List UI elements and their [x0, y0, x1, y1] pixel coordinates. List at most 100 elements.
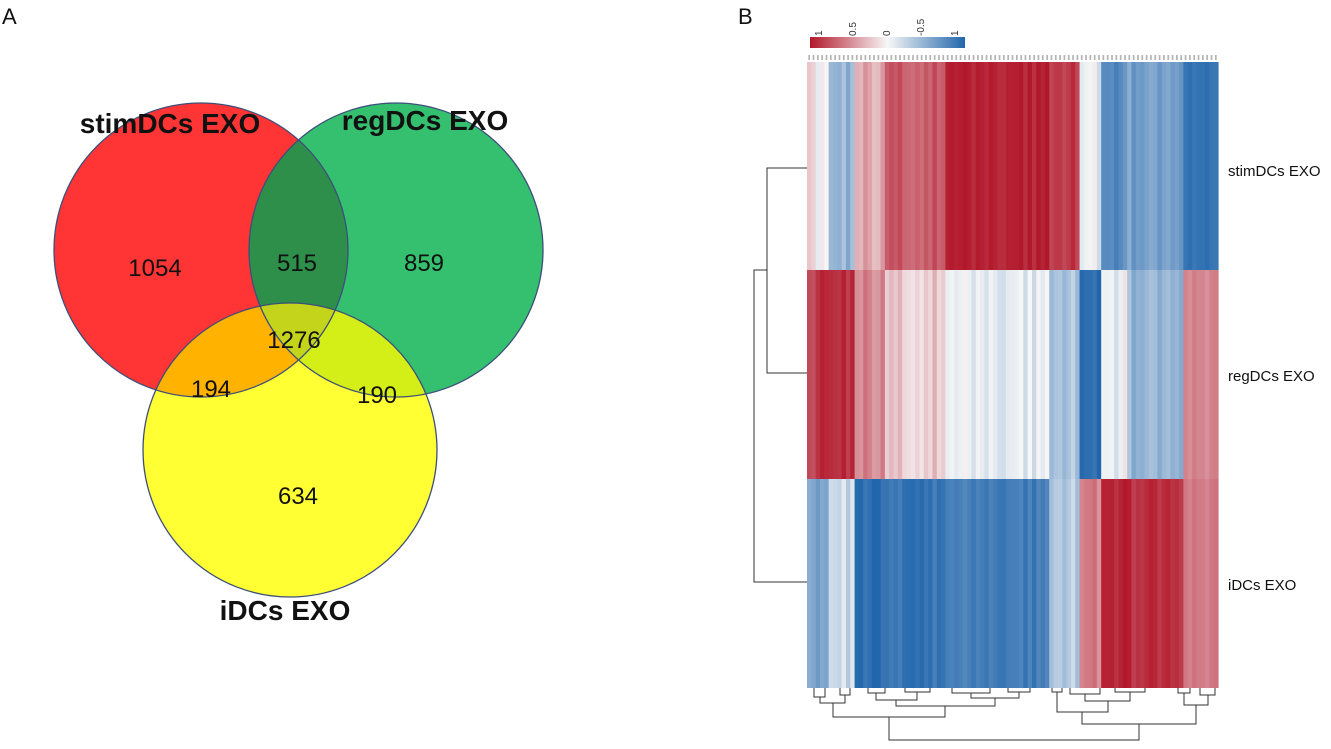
heatmap-cell [845, 479, 851, 688]
heatmap-cell [1131, 62, 1137, 270]
column-tick-label [1076, 55, 1079, 60]
heatmap-cell [1179, 270, 1184, 479]
heatmap-cell [1088, 479, 1094, 688]
heatmap-cell [1209, 270, 1215, 479]
heatmap-cell [1140, 62, 1146, 270]
heatmap-cell [1122, 270, 1128, 479]
heatmap-cell [1109, 270, 1115, 479]
column-tick-label [1214, 55, 1217, 60]
heatmap-cell [984, 479, 990, 688]
heatmap-cell [997, 270, 1003, 479]
heatmap-cell [1200, 270, 1206, 479]
count-all-three: 1276 [267, 327, 320, 354]
heatmap-cell [1101, 270, 1107, 479]
column-tick-label [812, 55, 815, 60]
heatmap-cell [932, 62, 938, 270]
heatmap-cell [1006, 270, 1011, 479]
heatmap-cell [1205, 62, 1210, 270]
heatmap-cell [954, 270, 960, 479]
heatmap-cell [1044, 479, 1050, 688]
legend-tick: 1 [950, 30, 961, 36]
heatmap-cell [819, 479, 825, 688]
heatmap-cell [1161, 62, 1167, 270]
heatmap-cell [884, 270, 890, 479]
heatmap-cell [997, 62, 1003, 270]
heatmap-cell [1040, 270, 1046, 479]
column-tick-label [1015, 55, 1018, 60]
heatmap-cell [928, 270, 934, 479]
panel-label-b: B [738, 4, 753, 29]
column-tick-label [1201, 55, 1204, 60]
heatmap-cell [1196, 479, 1202, 688]
heatmap-cell [1070, 62, 1076, 270]
column-tick-label [1154, 55, 1157, 60]
heatmap-cell [837, 62, 843, 270]
heatmap-cell [828, 479, 834, 688]
heatmap-cell [1036, 62, 1042, 270]
column-tick-label [946, 55, 949, 60]
heatmap-cell [1122, 62, 1128, 270]
heatmap-cell [897, 270, 903, 479]
heatmap-cell [815, 270, 821, 479]
heatmap-cell [1101, 479, 1107, 688]
column-tick-label [951, 55, 953, 60]
column-tick-label [1046, 55, 1048, 60]
column-tick-label [1067, 55, 1070, 60]
column-tick-label [1193, 55, 1196, 60]
heatmap-cell [889, 479, 895, 688]
heatmap-cell [884, 62, 890, 270]
heatmap-cell [1135, 62, 1141, 270]
heatmap-cell [1083, 62, 1089, 270]
heatmap-cell [854, 270, 860, 479]
column-tick-label [1002, 55, 1005, 60]
heatmap-cell [863, 479, 869, 688]
heatmap-cell [949, 270, 955, 479]
heatmap-cell [1179, 479, 1184, 688]
heatmap-cell [1187, 479, 1193, 688]
column-tick-label [864, 55, 867, 60]
heatmap-cell [941, 479, 947, 688]
heatmap-cell [1040, 62, 1046, 270]
heatmap-cell [1135, 479, 1141, 688]
row-label-regdcs: regDCs EXO [1228, 368, 1315, 385]
heatmap-cell [1044, 62, 1050, 270]
heatmap-cell [988, 479, 994, 688]
heatmap-cell [1027, 62, 1033, 270]
heatmap-cell [1192, 62, 1197, 270]
heatmap-cell [945, 479, 951, 688]
column-tick-label [838, 55, 841, 60]
column-tick-label [994, 55, 997, 60]
heatmap-cell [815, 62, 821, 270]
heatmap-cell [1062, 270, 1068, 479]
heatmap-cell [1157, 479, 1163, 688]
heatmap-cell [988, 62, 994, 270]
heatmap-cell [984, 62, 990, 270]
heatmap-cell [1062, 479, 1068, 688]
heatmap-cell [850, 270, 856, 479]
column-tick-label [1085, 55, 1087, 60]
column-tick-label [1184, 55, 1187, 60]
heatmap-cell [1166, 270, 1172, 479]
heatmap-cell [1153, 62, 1159, 270]
column-tick-label [1150, 55, 1152, 60]
heatmap-cell [837, 270, 843, 479]
heatmap-cell [1174, 62, 1180, 270]
column-tick-label [1011, 55, 1014, 60]
heatmap-cell [988, 270, 994, 479]
column-tick-label [1050, 55, 1053, 60]
heatmap: 1 0.5 0 -0.5 1 stimDCs EXO regDCs EXO iD… [753, 18, 1321, 741]
column-tick-label [842, 55, 845, 60]
heatmap-cell [915, 270, 921, 479]
heatmap-cell [1088, 270, 1094, 479]
heatmap-cell [1105, 270, 1111, 479]
column-tick-label [977, 55, 979, 60]
heatmap-cell [828, 270, 834, 479]
heatmap-cell [1114, 270, 1120, 479]
heatmap-cell [1127, 270, 1133, 479]
heatmap-cell [906, 479, 912, 688]
heatmap-cell [867, 62, 873, 270]
heatmap-cell [923, 270, 929, 479]
heatmap-cell [902, 270, 908, 479]
heatmap-cell [1010, 479, 1016, 688]
heatmap-cell [850, 62, 856, 270]
